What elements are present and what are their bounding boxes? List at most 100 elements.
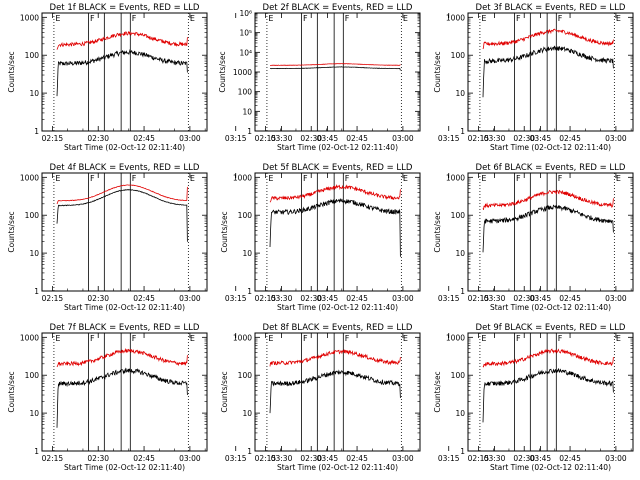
panel-title: Det 9f BLACK = Events, RED = LLD	[476, 323, 626, 333]
y-axis-label: Counts/sec	[220, 211, 229, 252]
y-axis-label: Counts/sec	[433, 51, 442, 92]
x-tick-label: 02:15	[42, 294, 64, 303]
y-axis-label: Counts/sec	[218, 51, 227, 92]
marker-label: E	[190, 14, 195, 23]
y-tick-label: 1000	[446, 13, 465, 22]
x-tick-label: 02:15	[255, 134, 277, 143]
x-tick-label: 03:15	[438, 294, 460, 303]
plot-frame	[254, 332, 421, 452]
x-tick-label: 03:15	[225, 454, 247, 463]
x-tick-label: 02:45	[559, 454, 581, 463]
x-tick-label: 02:30	[300, 134, 322, 143]
x-tick-label: 03:45	[317, 134, 339, 143]
panel-6: Det 6f BLACK = Events, RED = LLD 1 10 100 10…	[433, 163, 634, 312]
marker-label: E	[403, 14, 408, 23]
x-tick-label: 02:30	[513, 294, 535, 303]
x-axis-label: Start Time (02-Oct-12 02:11:40)	[490, 143, 611, 152]
x-tick-label: 03:00	[392, 134, 414, 143]
y-tick-label: 1	[247, 127, 252, 136]
x-tick-label: 02:45	[133, 134, 155, 143]
x-tick-label: 03:00	[605, 454, 627, 463]
x-tick-label: 03:45	[317, 454, 339, 463]
marker-label: F	[516, 14, 521, 23]
marker-label: F	[132, 334, 137, 343]
x-tick-label: 02:45	[133, 454, 155, 463]
y-axis-label: Counts/sec	[433, 211, 442, 252]
y-tick-label: 1	[247, 447, 252, 456]
marker-label: E	[190, 174, 195, 183]
x-tick-label: 02:15	[255, 454, 277, 463]
marker-label: E	[616, 174, 621, 183]
events-series-line	[482, 367, 614, 423]
lld-series-line	[482, 348, 614, 368]
marker-label: F	[345, 174, 350, 183]
y-tick-label: 10⁶	[239, 9, 252, 18]
marker-label: F	[558, 174, 563, 183]
x-tick-label: 03:30	[271, 134, 293, 143]
y-tick-label: 100	[25, 211, 40, 220]
marker-label: F	[303, 14, 308, 23]
x-tick-label: 03:00	[392, 294, 414, 303]
x-tick-label: 03:45	[530, 454, 552, 463]
x-tick-label: 02:30	[87, 134, 109, 143]
panel-2: Det 2f BLACK = Events, RED = LLD11010010…	[218, 3, 551, 152]
marker-label: F	[132, 14, 137, 23]
lld-series-line	[269, 349, 401, 367]
marker-label: E	[55, 14, 60, 23]
x-tick-label: 03:30	[484, 454, 506, 463]
x-tick-label: 02:45	[559, 134, 581, 143]
y-tick-label: 1	[34, 127, 39, 136]
x-tick-label: 02:45	[559, 294, 581, 303]
plot-frame	[467, 12, 634, 132]
x-tick-label: 03:45	[530, 294, 552, 303]
y-tick-label: 100	[451, 211, 466, 220]
marker-label: E	[616, 14, 621, 23]
marker-label: F	[303, 334, 308, 343]
x-tick-label: 02:30	[513, 134, 535, 143]
x-tick-label: 02:15	[42, 454, 64, 463]
y-tick-label: 1	[460, 127, 465, 136]
y-axis-label: Counts/sec	[7, 211, 16, 252]
y-axis-label: Counts/sec	[220, 371, 229, 412]
x-tick-label: 02:15	[42, 134, 64, 143]
panel-title: Det 7f BLACK = Events, RED = LLD	[50, 323, 200, 333]
y-tick-label: 10	[29, 89, 39, 98]
marker-label: E	[268, 14, 273, 23]
panel-title: Det 3f BLACK = Events, RED = LLD	[476, 3, 626, 13]
x-tick-label: 03:30	[271, 294, 293, 303]
x-axis-label: Start Time (02-Oct-12 02:11:40)	[277, 143, 398, 152]
x-tick-label: 02:45	[346, 454, 368, 463]
x-tick-label: 02:15	[468, 134, 490, 143]
panel-4: Det 4f BLACK = Events, RED = LLD11010010…	[7, 163, 338, 312]
x-tick-label: 02:45	[346, 294, 368, 303]
y-tick-label: 100	[238, 211, 253, 220]
plot-frame	[254, 12, 421, 132]
panel-3: Det 3f BLACK = Events, RED = LLD 1 10 100 10…	[433, 3, 634, 152]
y-tick-label: 10	[455, 409, 465, 418]
panel-1: Det 1f BLACK = Events, RED = LLD11010010…	[7, 3, 338, 152]
events-series-line	[56, 367, 188, 428]
x-tick-label: 03:00	[179, 454, 201, 463]
lld-series-line	[482, 28, 614, 50]
x-tick-label: 02:30	[300, 294, 322, 303]
x-tick-label: 03:30	[484, 294, 506, 303]
y-tick-label: 1000	[233, 333, 252, 342]
x-tick-label: 03:00	[179, 294, 201, 303]
y-tick-label: 10	[242, 249, 252, 258]
y-tick-label: 10	[29, 409, 39, 418]
panel-5: Det 5f BLACK = Events, RED = LLD11010010…	[220, 163, 551, 312]
x-tick-label: 03:15	[225, 294, 247, 303]
y-tick-label: 10	[242, 409, 252, 418]
lld-series-line	[56, 347, 188, 368]
events-series-line	[482, 45, 614, 98]
y-tick-label: 1	[460, 447, 465, 456]
x-tick-label: 02:45	[346, 134, 368, 143]
x-tick-label: 03:00	[392, 454, 414, 463]
marker-label: E	[616, 334, 621, 343]
marker-label: E	[190, 334, 195, 343]
events-series-line	[56, 49, 188, 97]
x-tick-label: 02:15	[255, 294, 277, 303]
marker-label: F	[90, 334, 95, 343]
y-tick-label: 1000	[20, 333, 39, 342]
